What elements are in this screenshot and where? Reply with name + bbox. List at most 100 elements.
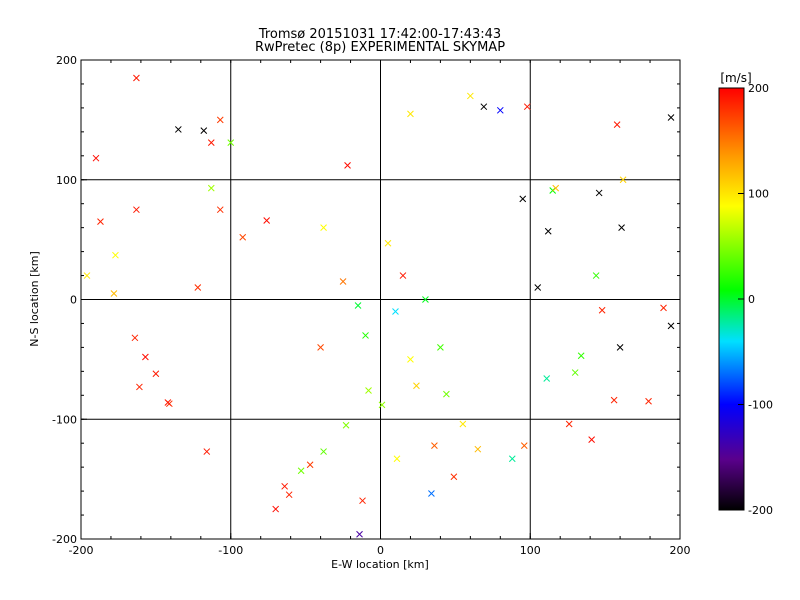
x-axis-label: E-W location [km] <box>331 558 429 571</box>
data-point-x <box>466 92 474 100</box>
data-point-x <box>339 278 347 285</box>
data-point-x <box>613 121 621 129</box>
data-point-x <box>422 296 429 303</box>
data-point-x <box>359 497 366 505</box>
data-point-x <box>667 114 675 121</box>
data-point-x <box>520 442 528 449</box>
x-tick-label: 100 <box>520 544 541 557</box>
data-point-x <box>392 308 399 315</box>
data-point-x <box>407 110 414 118</box>
data-point-x <box>610 396 618 404</box>
data-point-x <box>598 306 606 314</box>
data-point-x <box>519 195 527 203</box>
data-point-x <box>413 382 420 390</box>
data-point-x <box>618 224 625 232</box>
data-point-x <box>660 304 667 312</box>
data-point-x <box>667 322 675 330</box>
data-point-x <box>365 387 372 394</box>
data-point-x <box>592 272 600 279</box>
colorbar-tick-label: 0 <box>748 293 755 306</box>
chart-subtitle: RwPretec (8p) EXPERIMENTAL SKYMAP <box>255 40 505 55</box>
data-point-x <box>645 397 652 405</box>
data-point-x <box>207 139 215 146</box>
data-point-x <box>131 334 139 342</box>
data-point-x <box>384 239 392 247</box>
data-point-x <box>344 162 351 169</box>
data-point-x <box>83 272 91 279</box>
data-point-x <box>142 353 149 361</box>
data-point-x <box>207 184 215 192</box>
data-point-x <box>112 251 119 259</box>
data-point-x <box>354 302 362 309</box>
data-point-x <box>399 272 407 279</box>
data-point-x <box>474 445 482 453</box>
data-point-x <box>285 491 293 499</box>
data-point-x <box>588 436 596 443</box>
data-point-x <box>362 332 369 339</box>
data-point-x <box>480 103 488 111</box>
y-tick-label: 200 <box>56 54 77 67</box>
data-point-x <box>272 505 280 513</box>
data-point-x <box>320 224 327 232</box>
data-point-x <box>523 103 531 111</box>
data-point-x <box>203 448 211 455</box>
x-tick-label: -200 <box>69 544 94 557</box>
data-point-x <box>306 461 314 469</box>
data-point-x <box>281 482 289 490</box>
data-point-x <box>459 420 467 428</box>
data-point-x <box>428 490 435 497</box>
data-point-x <box>443 390 450 398</box>
data-point-x <box>133 74 140 82</box>
data-point-x <box>320 448 327 455</box>
data-point-x <box>431 442 438 449</box>
data-point-x <box>616 344 624 351</box>
data-point-x <box>565 420 573 428</box>
data-point-x <box>508 455 516 463</box>
data-point-x <box>407 356 414 363</box>
data-point-x <box>595 189 603 197</box>
y-tick-label: 0 <box>70 294 77 307</box>
data-point-x <box>216 116 224 124</box>
data-point-x <box>174 126 182 133</box>
data-point-x <box>496 106 504 114</box>
data-point-x <box>200 127 208 135</box>
data-point-x <box>133 206 140 214</box>
colorbar-tick-label: 200 <box>748 82 769 95</box>
data-point-x <box>450 473 458 481</box>
data-point-x <box>110 290 118 297</box>
colorbar-tick-label: -100 <box>748 399 773 412</box>
colorbar: [m/s] -200 -100 0 100 200 <box>718 71 773 517</box>
data-point-x <box>552 184 560 192</box>
data-point-x <box>342 421 350 429</box>
data-point-x <box>263 217 271 224</box>
x-tick-label: -100 <box>218 544 243 557</box>
data-point-x <box>356 530 363 538</box>
data-point-x <box>152 370 160 378</box>
data-point-x <box>543 375 551 382</box>
colorbar-label: [m/s] <box>720 71 751 85</box>
data-point-x <box>378 401 386 409</box>
data-point-x <box>571 369 579 376</box>
chart-title: Tromsø 20151031 17:42:00-17:43:43 <box>258 27 501 42</box>
data-point-x <box>534 284 542 291</box>
grid-lines <box>81 60 680 539</box>
y-tick-label: -100 <box>52 413 77 426</box>
data-point-x <box>544 227 552 235</box>
y-tick-label: 100 <box>56 174 77 187</box>
data-point-x <box>437 344 444 351</box>
data-point-x <box>393 455 401 463</box>
data-point-x <box>92 154 100 162</box>
colorbar-tick-label: 100 <box>748 188 769 201</box>
data-point-x <box>239 233 247 241</box>
x-tick-label: 200 <box>670 544 691 557</box>
x-tick-label: 0 <box>377 544 384 557</box>
data-points <box>83 74 675 538</box>
data-point-x <box>317 344 324 351</box>
y-axis-label: N-S location [km] <box>28 251 41 347</box>
data-point-x <box>194 284 202 291</box>
data-point-x <box>216 206 224 214</box>
data-point-x <box>97 218 104 226</box>
data-point-x <box>619 176 627 184</box>
data-point-x <box>164 399 172 406</box>
